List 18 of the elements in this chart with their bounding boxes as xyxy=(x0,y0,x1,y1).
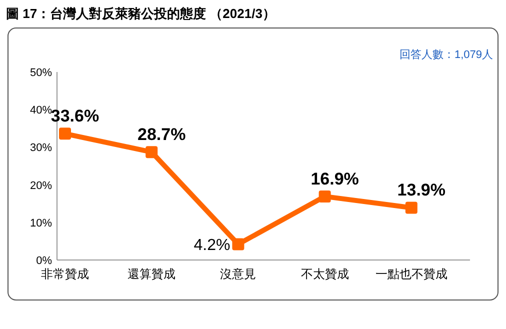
ytick: 10% xyxy=(30,217,52,230)
xtick: 還算贊成 xyxy=(128,267,176,281)
ytick: 0% xyxy=(36,255,52,267)
ytick: 20% xyxy=(30,180,52,192)
data-label: 13.9% xyxy=(397,180,446,200)
ytick: 50% xyxy=(30,67,52,79)
data-label: 33.6% xyxy=(50,106,100,126)
xtick: 不太贊成 xyxy=(300,267,349,281)
annotation: 回答人數：1,079人 xyxy=(399,49,493,61)
ytick: 30% xyxy=(30,142,52,154)
data-label: 4.2% xyxy=(194,237,230,254)
xtick: 沒意見 xyxy=(220,267,256,281)
title: 圖 17：台灣人對反萊豬公投的態度 （2021/3） xyxy=(6,6,276,21)
data-label: 28.7% xyxy=(138,125,186,144)
data-label: 16.9% xyxy=(310,169,359,188)
xtick: 一點也不贊成 xyxy=(375,267,448,281)
ytick: 40% xyxy=(30,104,52,117)
xtick: 非常贊成 xyxy=(41,267,89,281)
